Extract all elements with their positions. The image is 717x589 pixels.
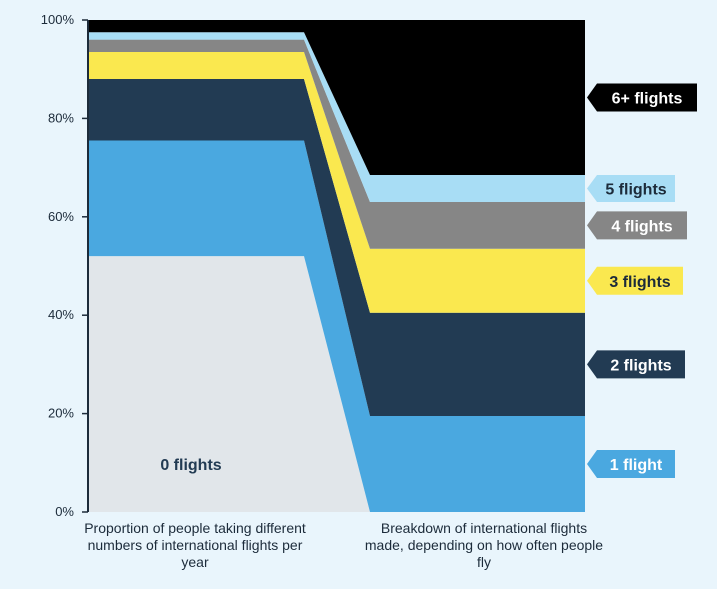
y-axis: 0% 20% 40% 60% 80% 100% <box>41 12 89 519</box>
y-tick-label: 40% <box>48 307 74 322</box>
flag-text: 4 flights <box>611 218 672 235</box>
area-4-flights <box>88 39 585 249</box>
flag-shape <box>587 83 697 112</box>
flag-text: 1 flight <box>610 457 663 474</box>
flag-shape <box>587 350 685 379</box>
series-labels: 1 flight 2 flights 3 flights 4 flights 5 fli… <box>160 83 697 479</box>
flag-label-3-flights: 3 flights <box>587 266 683 295</box>
y-tick-label: 60% <box>48 209 74 224</box>
flag-text: 6+ flights <box>612 90 683 107</box>
flag-text: 5 flights <box>605 182 666 199</box>
area-5-flights <box>88 32 585 203</box>
area-3-flights <box>88 51 585 313</box>
area-0-flights <box>88 256 585 512</box>
area-label-0-flights: 0 flights <box>160 457 221 474</box>
y-tick-label: 100% <box>41 12 75 27</box>
flag-shape <box>587 174 675 203</box>
y-tick-label: 80% <box>48 110 74 125</box>
area-1-flight <box>88 140 585 513</box>
x-category-label-right: Breakdown of international flights made,… <box>364 520 604 570</box>
flag-label-1-flight: 1 flight <box>587 450 675 479</box>
flag-label-2-flights: 2 flights <box>587 350 685 379</box>
flag-label-6-plus-flights: 6+ flights <box>587 83 697 112</box>
area-6-plus-flights <box>88 20 585 175</box>
flag-shape <box>587 266 683 295</box>
flag-label-4-flights: 4 flights <box>587 211 687 240</box>
chart-areas <box>88 20 585 513</box>
flag-label-5-flights: 5 flights <box>587 174 675 203</box>
flag-text: 3 flights <box>609 274 670 291</box>
y-tick-label: 0% <box>55 504 74 519</box>
y-tick-label: 20% <box>48 406 74 421</box>
area-2-flights <box>88 79 585 417</box>
flag-shape <box>587 450 675 479</box>
flag-shape <box>587 211 687 240</box>
flag-text: 2 flights <box>610 357 671 374</box>
x-category-label-left: Proportion of people taking different nu… <box>84 520 306 570</box>
